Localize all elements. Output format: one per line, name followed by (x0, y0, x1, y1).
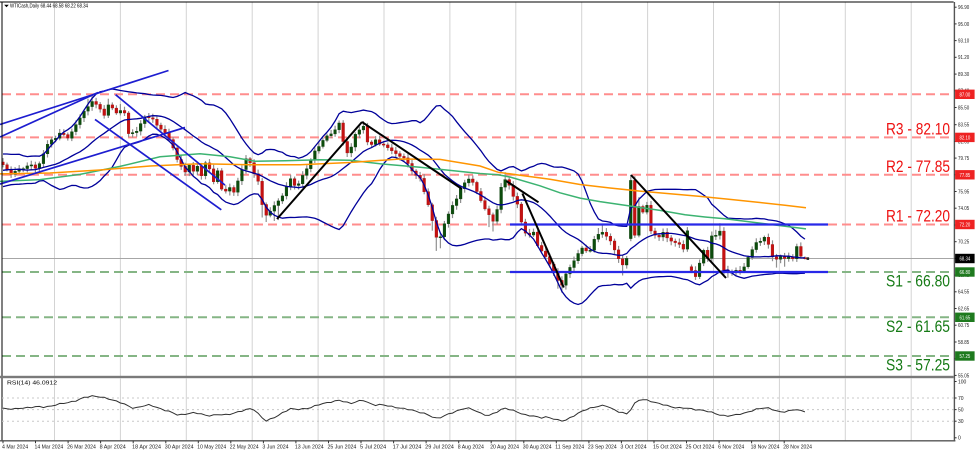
svg-text:89.30: 89.30 (958, 72, 969, 78)
svg-text:22 May 2024: 22 May 2024 (230, 444, 259, 450)
svg-text:14 Mar 2024: 14 Mar 2024 (35, 444, 64, 450)
svg-text:6 Nov 2024: 6 Nov 2024 (718, 444, 744, 450)
svg-text:8 Apr 2024: 8 Apr 2024 (100, 444, 126, 450)
svg-text:64.55: 64.55 (958, 290, 969, 296)
svg-text:61.65: 61.65 (960, 315, 971, 321)
svg-text:S1 - 66.80: S1 - 66.80 (886, 272, 950, 291)
svg-text:85.50: 85.50 (958, 105, 969, 111)
svg-text:93.10: 93.10 (958, 39, 969, 45)
svg-text:28 Nov 2024: 28 Nov 2024 (783, 444, 812, 450)
svg-text:57.25: 57.25 (960, 354, 971, 360)
svg-text:10 May 2024: 10 May 2024 (197, 444, 226, 450)
svg-text:5 Jul 2024: 5 Jul 2024 (360, 444, 386, 450)
svg-text:R3 - 82.10: R3 - 82.10 (886, 119, 950, 138)
svg-text:66.80: 66.80 (960, 270, 971, 276)
svg-text:R1 - 72.20: R1 - 72.20 (886, 207, 950, 226)
svg-text:50: 50 (958, 408, 964, 414)
svg-text:75.95: 75.95 (958, 189, 969, 195)
svg-text:WTICash,Daily 68.44 68.58 68.: WTICash,Daily 68.44 68.58 68.22 68.34 (10, 4, 88, 10)
svg-text:RSI(14) 46.0912: RSI(14) 46.0912 (7, 380, 57, 386)
svg-text:23 Sep 2024: 23 Sep 2024 (588, 444, 617, 450)
svg-text:100: 100 (958, 379, 967, 385)
svg-text:26 Mar 2024: 26 Mar 2024 (67, 444, 96, 450)
svg-text:91.20: 91.20 (958, 55, 969, 61)
svg-text:8 Aug 2024: 8 Aug 2024 (458, 444, 484, 450)
svg-text:17 Jul 2024: 17 Jul 2024 (393, 444, 422, 450)
svg-text:20 Aug 2024: 20 Aug 2024 (490, 444, 519, 450)
svg-text:83.55: 83.55 (958, 123, 969, 129)
svg-text:72.20: 72.20 (960, 223, 971, 229)
svg-text:79.75: 79.75 (958, 156, 969, 162)
svg-text:15 Oct 2024: 15 Oct 2024 (653, 444, 682, 450)
svg-text:30: 30 (958, 419, 964, 425)
svg-text:62.65: 62.65 (958, 306, 969, 312)
svg-text:30 Aug 2024: 30 Aug 2024 (523, 444, 552, 450)
svg-text:68.34: 68.34 (960, 257, 971, 263)
svg-text:13 Jun 2024: 13 Jun 2024 (295, 444, 324, 450)
svg-text:82.10: 82.10 (960, 135, 971, 141)
svg-text:60.75: 60.75 (958, 323, 969, 329)
svg-text:0: 0 (958, 436, 961, 442)
svg-text:74.05: 74.05 (958, 206, 969, 212)
svg-text:4 Mar 2024: 4 Mar 2024 (2, 444, 28, 450)
svg-text:18 Nov 2024: 18 Nov 2024 (751, 444, 780, 450)
svg-text:29 Jul 2024: 29 Jul 2024 (425, 444, 454, 450)
svg-text:95.00: 95.00 (958, 22, 969, 28)
svg-text:55.05: 55.05 (958, 373, 969, 379)
svg-text:70.25: 70.25 (958, 240, 969, 246)
svg-text:87.00: 87.00 (960, 92, 971, 98)
svg-text:70: 70 (958, 396, 964, 402)
svg-text:3 Jun 2024: 3 Jun 2024 (262, 444, 288, 450)
svg-text:R2 - 77.85: R2 - 77.85 (886, 157, 950, 176)
svg-text:3 Oct 2024: 3 Oct 2024 (620, 444, 646, 450)
svg-text:77.85: 77.85 (960, 173, 971, 179)
svg-text:96.90: 96.90 (958, 5, 969, 11)
svg-text:81.65: 81.65 (958, 139, 969, 145)
svg-text:58.85: 58.85 (958, 340, 969, 346)
svg-text:25 Oct 2024: 25 Oct 2024 (686, 444, 715, 450)
svg-text:30 Apr 2024: 30 Apr 2024 (165, 444, 194, 450)
svg-text:25 Jun 2024: 25 Jun 2024 (328, 444, 357, 450)
svg-text:18 Apr 2024: 18 Apr 2024 (132, 444, 161, 450)
svg-text:S3 - 57.25: S3 - 57.25 (886, 356, 950, 375)
svg-text:11 Sep 2024: 11 Sep 2024 (555, 444, 584, 450)
svg-text:S2 - 61.65: S2 - 61.65 (886, 317, 950, 336)
